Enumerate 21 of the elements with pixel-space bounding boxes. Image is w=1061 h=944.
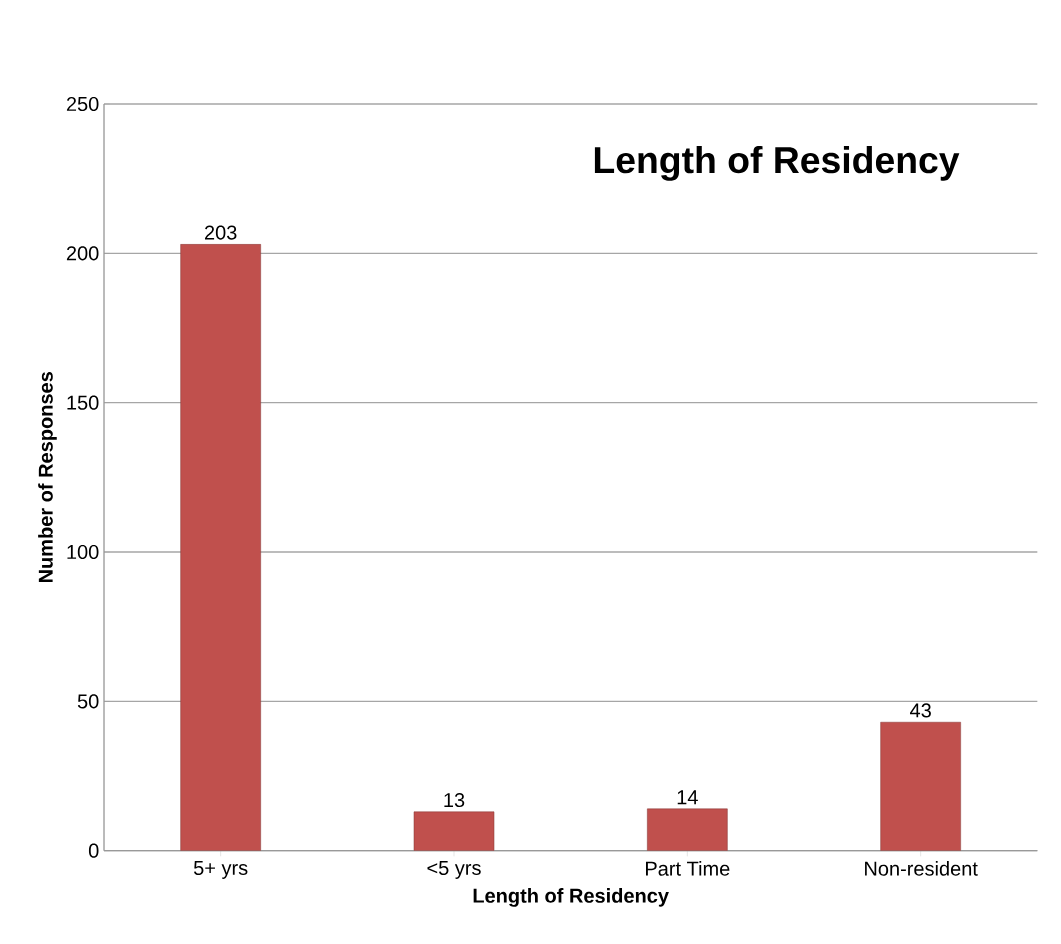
data-label: 14	[677, 790, 698, 805]
data-label: 203	[204, 225, 237, 240]
bar	[180, 244, 261, 851]
y-tick-label: 200	[66, 246, 99, 261]
x-axis-title: Length of Residency	[473, 888, 669, 907]
bar	[647, 808, 728, 851]
x-tick-label: <5 yrs	[427, 861, 481, 879]
x-tick-label: Non-resident	[865, 861, 978, 876]
x-tick-label: 5+ yrs	[193, 861, 248, 879]
y-tick-label: 0	[88, 843, 99, 858]
data-label: 43	[910, 703, 931, 718]
y-tick-label: 250	[66, 96, 99, 112]
y-tick-label: 50	[77, 694, 99, 709]
bar	[413, 811, 495, 851]
bar	[880, 721, 961, 851]
data-label: 13	[444, 792, 465, 808]
y-axis-title: Number of Responses	[38, 372, 57, 583]
x-tick-label: Part Time	[646, 861, 730, 876]
text: Length of Residency	[594, 145, 960, 181]
y-tick-label: 150	[67, 395, 99, 410]
y-tick-label: 100	[67, 544, 99, 560]
